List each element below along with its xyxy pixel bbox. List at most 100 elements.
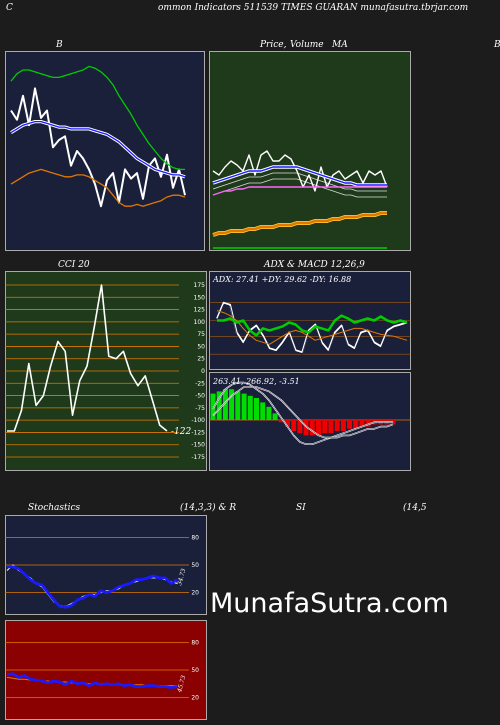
cci-tick-label-0: 175 [194,282,206,289]
cci-tick-label-12: -125 [191,429,205,436]
stochastics-chart: 80 50 20 34.73 [5,515,207,615]
macd-histogram-bar-21 [340,420,346,431]
cci-tick-label-11: -100 [191,417,205,424]
watermark: MunafaSutra.com [210,588,449,619]
cci-tick-label-4: 75 [197,331,205,338]
rsi-last-value: 45.73 [176,674,188,694]
cci-tick-label-5: 50 [197,343,205,350]
macd-readout: 263.41, 266.92, -3.51 [212,377,300,386]
adx-series-1 [216,310,408,345]
macd-histogram-bar-23 [353,420,359,429]
macd-histogram-bar-9 [266,406,272,420]
cci-line [7,284,168,432]
macd-histogram-bar-25 [365,420,371,427]
macd-histogram-bar-12 [285,420,290,427]
stoch-series-0 [7,565,178,609]
cci-last-value: -122 [171,427,191,437]
macd-histogram-bar-13 [291,420,297,431]
rsi-tick-label-1: 50 [191,667,199,674]
price-chart [209,51,411,251]
macd-histogram-bar-10 [272,413,278,420]
stoch-title: Stochastics [28,503,81,513]
cci-tick-label-3: 100 [194,319,206,326]
cci-title: CCI 20 [58,260,90,270]
macd-histogram-bar-6 [247,395,253,420]
adx-series-0 [217,314,408,337]
price-series-1 [212,166,387,186]
stoch-last-value: 34.73 [176,568,187,587]
macd-histogram-bar-20 [334,420,340,431]
rsi-tick-label-0: 80 [191,639,199,646]
rsi-tick-label-2: 20 [191,695,199,702]
bollinger-series-1 [10,65,185,171]
stoch-tick-label-2: 20 [191,590,199,597]
cci-chart: 175 150 125 100 75 50 25 0 -25 -50 -75 -100 -125 -150… [5,271,207,471]
right-letter: B [494,40,500,50]
macd-histogram-bar-0 [210,393,216,420]
macd-histogram-bar-1 [216,391,222,420]
rsi-panel: 80 50 20 45.73 [5,620,207,720]
stoch-params: (14,3,3) & R [180,503,237,513]
bollinger-bg [5,51,205,251]
volume-title: Volume [290,40,324,50]
macd-histogram-bar-4 [235,391,241,420]
macd-histogram-bar-7 [254,398,259,420]
cci-tick-label-1: 150 [194,294,206,301]
chart-header: ommon Indicators 511539 TIMES GUARAN mun… [158,3,469,13]
cci-tick-label-8: -25 [195,380,205,387]
adx-readout: ADX: 27.41 +DY: 29.62 -DY: 16.88 [212,275,351,284]
left-letter: C [6,3,13,13]
macd-series-core-1 [212,386,394,438]
macd-histogram-bar-15 [303,420,309,436]
cci-panel: 175 150 125 100 75 50 25 0 -25 -50 -75 -100 -125 -150… [5,271,207,471]
stoch-tick-label-0: 80 [191,534,199,541]
stoch-panel: 80 50 20 34.73 [5,515,207,615]
price-title: Price, [260,40,287,50]
si-params: (14,5 [403,503,427,513]
macd-chart: 263.41, 266.92, -3.51 [209,372,411,471]
price-panel [209,51,411,251]
macd-histogram-bar-24 [359,420,365,427]
macd-histogram-bar-2 [222,389,228,420]
adx-series-2 [216,301,408,354]
price-series-0 [212,150,388,192]
bollinger-series-2 [10,120,186,178]
macd-histogram-bar-22 [347,420,353,429]
ma-title: MA [332,40,348,50]
macd-histogram-bar-16 [309,420,315,436]
price-series-2 [212,186,387,196]
macd-histogram-bar-14 [297,420,303,434]
bollinger-series-0 [10,87,186,208]
macd-panel: 263.41, 266.92, -3.51 [209,372,411,471]
cci-tick-label-9: -50 [195,393,205,400]
macd-histogram-bar-17 [316,420,321,436]
adx-chart: ADX: 27.41 +DY: 29.62 -DY: 16.88 [209,271,411,370]
stoch-tick-label-1: 50 [191,562,199,569]
cci-tick-label-10: -75 [195,405,205,412]
macd-series-core-0 [212,382,393,445]
adx-macd-title: ADX & MACD 12,26,9 [264,260,365,270]
cci-tick-label-14: -175 [191,454,205,461]
adx-panel: ADX: 27.41 +DY: 29.62 -DY: 16.88 [209,271,411,370]
bollinger-series-3 [10,168,186,207]
cci-tick-label-7: 0 [201,368,205,375]
bollinger-chart [5,51,205,251]
macd-histogram-bar-18 [322,420,328,434]
macd-histogram-bar-3 [229,389,235,420]
cci-tick-label-6: 25 [197,356,205,363]
macd-histogram-bar-19 [328,420,334,434]
price-bg [209,51,411,251]
price-ribbon-upper [212,172,387,192]
cci-tick-label-13: -150 [191,442,205,449]
bollinger-title: B [56,40,63,50]
rsi-series-0 [6,672,178,689]
macd-histogram-bar-8 [260,402,266,420]
macd-histogram-bar-5 [241,393,247,420]
price-series-3 [212,211,387,237]
cci-tick-label-2: 125 [194,307,206,314]
bollinger-panel [5,51,205,251]
macd-histogram-bar-11 [278,420,284,423]
si-title: SI [296,503,306,513]
